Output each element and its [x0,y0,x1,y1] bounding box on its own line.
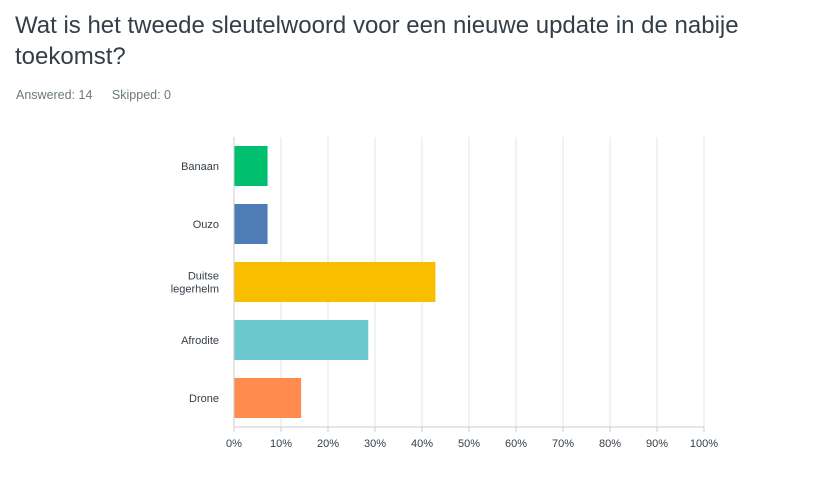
x-tick-label: 90% [646,438,668,450]
x-tick-label: 20% [317,438,339,450]
x-tick-label: 0% [226,438,242,450]
x-tick-label: 50% [458,438,480,450]
x-tick-label: 30% [364,438,386,450]
x-tick-label: 70% [552,438,574,450]
category-label: Drone [189,393,219,405]
bar [234,378,302,418]
answered-count: Answered: 14 [16,88,93,102]
x-tick-label: 40% [411,438,433,450]
bar [234,262,436,302]
x-tick-label: 100% [690,438,718,450]
skipped-count: Skipped: 0 [111,88,171,102]
category-label: Duitse [188,271,219,283]
x-tick-label: 80% [599,438,621,450]
category-label: Ouzo [193,219,219,231]
x-tick-label: 60% [505,438,527,450]
question-title: Wat is het tweede sleutelwoord voor een … [15,12,739,70]
bar [234,146,268,186]
bar [234,204,268,244]
bar [234,320,369,360]
x-tick-label: 10% [270,438,292,450]
category-label: Banaan [181,161,219,173]
category-label: Afrodite [181,335,219,347]
response-stats: Answered: 14 Skipped: 0 [16,88,187,102]
category-label: legerhelm [171,284,219,296]
